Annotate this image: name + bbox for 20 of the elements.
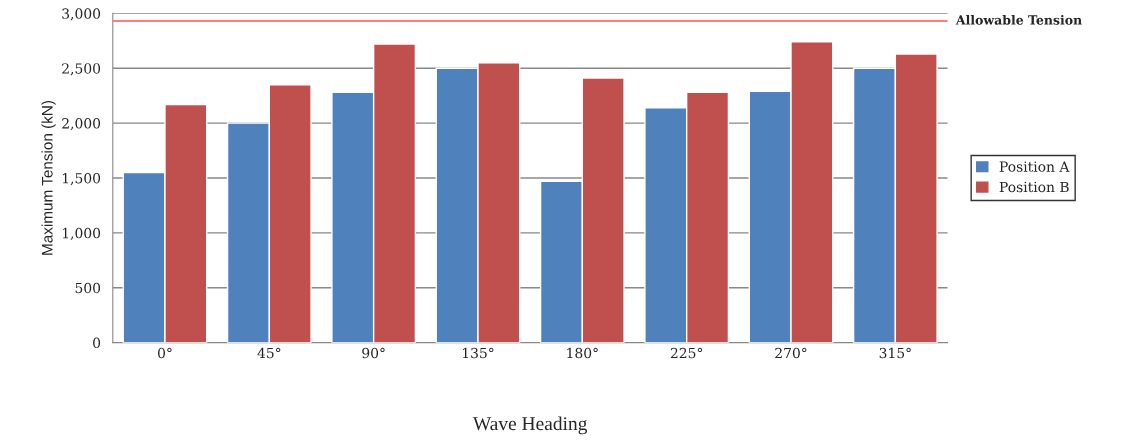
y-tick-label: 1,500 xyxy=(62,172,101,186)
y-tick-label: 2,500 xyxy=(62,63,101,76)
y-tick-label: 3,000 xyxy=(62,8,101,21)
x-tick-label: 225° xyxy=(670,347,703,359)
x-tick-label: 315° xyxy=(879,347,911,359)
x-tick-label: 45° xyxy=(257,347,281,359)
legend-label: Position B xyxy=(999,181,1069,193)
legend-label: Position A xyxy=(999,161,1070,172)
x-tick-label: 0° xyxy=(158,347,172,359)
y-axis-title: Maximum Tension (kN) xyxy=(41,100,56,255)
x-axis-title: Wave Heading xyxy=(472,416,588,435)
x-tick-label: 135° xyxy=(462,347,494,359)
x-tick-label: 180° xyxy=(567,347,598,359)
x-tick-label: 270° xyxy=(775,347,807,359)
y-tick-label: 0 xyxy=(93,337,101,349)
ref-line-label: Allowable Tension xyxy=(955,14,1082,25)
y-tick-label: 500 xyxy=(75,282,101,294)
y-tick-label: 1,000 xyxy=(62,227,101,241)
x-tick-label: 90° xyxy=(362,347,385,359)
y-tick-label: 2,000 xyxy=(62,118,101,131)
